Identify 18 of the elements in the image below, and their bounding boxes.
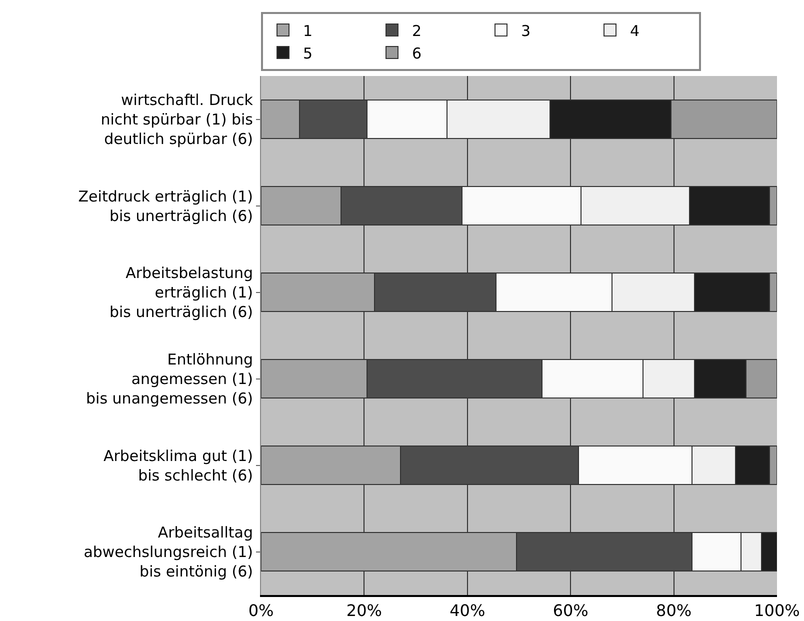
x-tick-label: 60% [552, 601, 588, 620]
legend-label: 3 [521, 22, 531, 40]
x-tick-label: 40% [450, 601, 486, 620]
legend-label: 2 [412, 22, 422, 40]
legend-label: 6 [412, 44, 422, 62]
y-tick-label: Arbeitsalltag abwechslungsreich (1) bis eintönig (6) [84, 524, 253, 580]
y-tick-label: Zeitdruck erträglich (1) bis unerträglich (6) [78, 187, 253, 225]
legend-label: 4 [630, 22, 640, 40]
y-tick-label: Arbeitsklima gut (1) bis schlecht (6) [103, 446, 253, 484]
x-tick-label: 80% [656, 601, 692, 620]
x-tick-label: 20% [346, 601, 382, 620]
legend-label: 1 [303, 22, 313, 40]
x-tick-label: 0% [248, 601, 274, 620]
y-tick-label: wirtschaftl. Druck nicht spürbar (1) bis deutlich spürbar (6) [100, 91, 254, 148]
legend-label: 5 [303, 44, 313, 62]
y-tick-label: Arbeitsbelastung erträglich (1) bis unerträglich (6) [109, 264, 253, 321]
y-tick-label: Entlöhnung angemessen (1) bis unangemessen (6) [86, 350, 253, 408]
x-tick-label: 100% [754, 601, 800, 620]
